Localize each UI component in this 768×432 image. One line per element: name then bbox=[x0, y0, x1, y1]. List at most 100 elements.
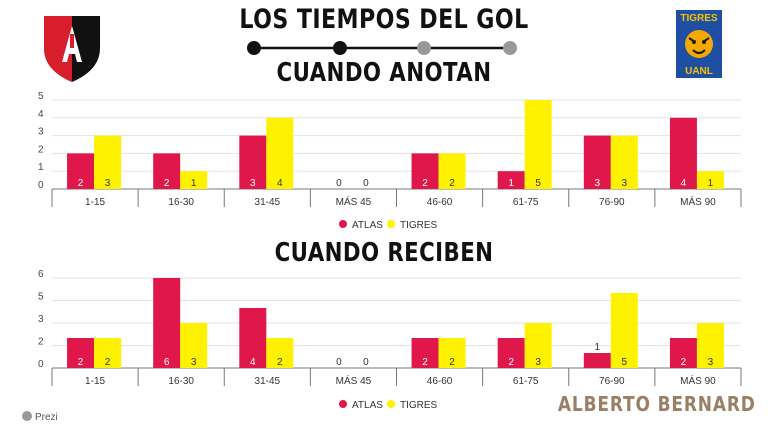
bar-tigres bbox=[524, 323, 552, 368]
x-tick-label: 61-75 bbox=[513, 376, 539, 387]
bar-atlas bbox=[583, 353, 611, 368]
y-tick-label: 0 bbox=[38, 359, 44, 370]
x-tick-label: 76-90 bbox=[599, 376, 625, 387]
tigres-logo-text-bottom: UANL bbox=[685, 66, 713, 77]
data-label: 2 bbox=[105, 357, 111, 368]
timeline-dot bbox=[247, 41, 261, 55]
x-tick-label: 61-75 bbox=[513, 197, 539, 208]
bar-atlas bbox=[497, 338, 525, 368]
tigres-logo: TIGRES UANL bbox=[676, 10, 722, 78]
y-tick-label: 0 bbox=[38, 180, 44, 191]
bar-atlas bbox=[669, 117, 697, 189]
bar-atlas bbox=[239, 135, 267, 189]
y-tick-label: 5 bbox=[38, 292, 44, 303]
legend: ATLAS TIGRES bbox=[339, 400, 438, 411]
bar-atlas bbox=[153, 278, 181, 368]
legend-marker-atlas bbox=[339, 220, 347, 228]
data-label: 3 bbox=[250, 178, 256, 189]
data-label: 0 bbox=[363, 357, 369, 368]
bar-tigres bbox=[94, 135, 122, 189]
conceded-chart-title: CUANDO RECIBEN bbox=[274, 238, 494, 268]
bar-atlas bbox=[411, 338, 439, 368]
data-label: 3 bbox=[708, 357, 714, 368]
y-tick-label: 1 bbox=[38, 162, 44, 173]
bar-tigres bbox=[180, 323, 208, 368]
y-tick-label: 5 bbox=[38, 91, 44, 102]
legend-marker-atlas bbox=[339, 400, 347, 408]
prezi-brand: Prezi bbox=[22, 411, 58, 423]
data-label: 2 bbox=[277, 357, 283, 368]
data-label: 2 bbox=[78, 178, 84, 189]
y-tick-label: 3 bbox=[38, 314, 44, 325]
bar-tigres bbox=[266, 117, 294, 189]
x-tick-label: 46-60 bbox=[427, 376, 453, 387]
data-label: 1 bbox=[595, 342, 601, 353]
bar-atlas bbox=[497, 171, 525, 189]
x-tick-label: 1-15 bbox=[85, 376, 105, 387]
prezi-label: Prezi bbox=[35, 412, 58, 423]
data-label: 0 bbox=[363, 178, 369, 189]
data-label: 0 bbox=[336, 357, 342, 368]
x-tick-label: 31-45 bbox=[255, 376, 281, 387]
x-tick-label: 1-15 bbox=[85, 197, 105, 208]
x-tick-label: MÁS 45 bbox=[336, 195, 372, 208]
bar-tigres bbox=[180, 171, 208, 189]
timeline-dot bbox=[417, 41, 431, 55]
data-label: 3 bbox=[595, 178, 601, 189]
y-tick-label: 4 bbox=[38, 109, 44, 120]
legend-marker-tigres bbox=[387, 220, 395, 228]
x-tick-label: 16-30 bbox=[168, 197, 194, 208]
data-label: 1 bbox=[508, 178, 514, 189]
timeline-dot bbox=[333, 41, 347, 55]
bar-tigres bbox=[94, 338, 122, 368]
y-tick-label: 6 bbox=[38, 269, 44, 280]
data-label: 2 bbox=[78, 357, 84, 368]
bar-atlas bbox=[411, 153, 439, 189]
data-label: 3 bbox=[622, 178, 628, 189]
y-tick-label: 2 bbox=[38, 144, 44, 155]
scored-chart-title: CUANDO ANOTAN bbox=[276, 58, 492, 88]
data-label: 2 bbox=[681, 357, 687, 368]
bar-atlas bbox=[67, 338, 95, 368]
x-tick-label: MÁS 90 bbox=[680, 195, 716, 208]
legend: ATLAS TIGRES bbox=[339, 220, 438, 231]
data-label: 2 bbox=[449, 178, 455, 189]
x-tick-label: 31-45 bbox=[255, 197, 281, 208]
bar-atlas bbox=[669, 338, 697, 368]
data-label: 2 bbox=[422, 178, 428, 189]
legend-label-tigres: TIGRES bbox=[400, 220, 438, 231]
x-tick-label: 46-60 bbox=[427, 197, 453, 208]
prezi-icon bbox=[22, 411, 32, 421]
bar-tigres bbox=[610, 293, 638, 368]
timeline-dot bbox=[503, 41, 517, 55]
data-label: 3 bbox=[535, 357, 541, 368]
bar-tigres bbox=[610, 135, 638, 189]
bar-tigres bbox=[438, 338, 466, 368]
tigres-logo-text-top: TIGRES bbox=[680, 13, 718, 24]
data-label: 2 bbox=[164, 178, 170, 189]
legend-marker-tigres bbox=[387, 400, 395, 408]
x-tick-label: MÁS 90 bbox=[680, 374, 716, 387]
bar-atlas bbox=[583, 135, 611, 189]
data-label: 6 bbox=[164, 357, 170, 368]
bar-tigres bbox=[524, 100, 552, 189]
bar-atlas bbox=[239, 308, 267, 368]
bar-atlas bbox=[153, 153, 181, 189]
data-label: 3 bbox=[105, 178, 111, 189]
x-tick-label: 16-30 bbox=[168, 376, 194, 387]
bar-tigres bbox=[438, 153, 466, 189]
bar-tigres bbox=[696, 323, 724, 368]
data-label: 1 bbox=[191, 178, 197, 189]
bar-atlas bbox=[67, 153, 95, 189]
data-label: 5 bbox=[622, 357, 628, 368]
data-label: 4 bbox=[277, 178, 283, 189]
legend-label-atlas: ATLAS bbox=[352, 400, 383, 411]
author-name: ALBERTO BERNARD bbox=[558, 392, 756, 416]
x-tick-label: MÁS 45 bbox=[336, 374, 372, 387]
data-label: 4 bbox=[681, 178, 687, 189]
data-label: 5 bbox=[535, 178, 541, 189]
legend-label-atlas: ATLAS bbox=[352, 220, 383, 231]
